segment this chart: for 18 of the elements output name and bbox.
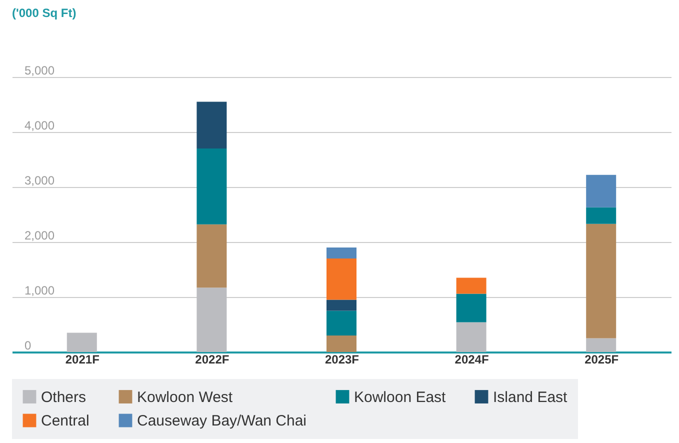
legend-label: Island East bbox=[493, 388, 568, 406]
y-tick-label: 4,000 bbox=[24, 118, 55, 132]
legend-label: Causeway Bay/Wan Chai bbox=[137, 412, 307, 430]
y-tick-label: 3,000 bbox=[24, 174, 55, 188]
y-tick-label: 2,000 bbox=[24, 228, 55, 242]
y-tick-label: 1,000 bbox=[24, 284, 55, 298]
legend-label: Kowloon West bbox=[137, 388, 234, 406]
legend-label: Others bbox=[41, 388, 86, 406]
x-tick-label: 2023F bbox=[324, 352, 360, 366]
y-tick-label: 5,000 bbox=[24, 64, 55, 78]
legend-label: Kowloon East bbox=[354, 388, 447, 406]
x-tick-label: 2025F bbox=[584, 352, 619, 366]
x-tick-label: 2021F bbox=[65, 352, 100, 366]
y-tick-label: 0 bbox=[24, 338, 32, 352]
x-tick-label: 2022F bbox=[195, 352, 230, 366]
legend-label: Central bbox=[41, 412, 90, 430]
x-tick-label: 2024F bbox=[454, 352, 489, 366]
y-axis-title: ('000 Sq Ft) bbox=[12, 6, 76, 20]
